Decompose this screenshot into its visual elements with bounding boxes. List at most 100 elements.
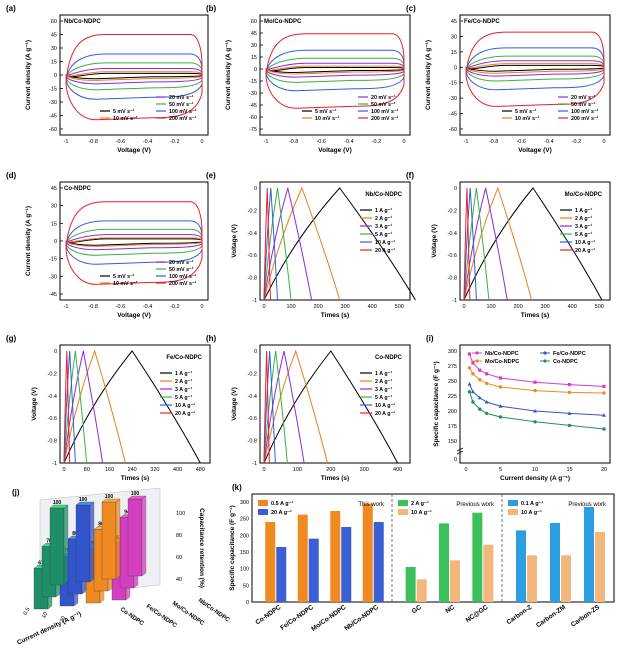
data-point: [485, 372, 489, 376]
legend-entry: 10 A g⁻¹: [575, 240, 595, 246]
y-tick-label: -1: [52, 461, 57, 467]
y-tick-label: 0: [54, 349, 57, 355]
y-tick-label: -60: [49, 127, 57, 133]
panel-letter: (b): [206, 4, 217, 13]
gcd-curve: [463, 187, 477, 301]
series-line: [469, 367, 605, 394]
plot-frame-k: [251, 493, 615, 603]
gcd-curve: [263, 187, 292, 301]
group-note: Previous work: [568, 502, 607, 508]
y-axis-label: Current density (A g⁻¹): [25, 206, 32, 276]
legend-entry: 1 A g⁻¹: [375, 371, 392, 377]
y-tick-label: 60: [251, 19, 257, 25]
data-label: 100: [131, 491, 140, 497]
x-tick-label: 0: [464, 467, 467, 473]
y-tick-label: 300: [240, 500, 249, 506]
y-tick-label: 30: [51, 46, 57, 52]
panel-title: Mo/Co-NDPC: [565, 192, 603, 198]
x-tick-label: 400: [393, 467, 402, 473]
data-label: 80: [72, 531, 78, 537]
legend-entry: 20 A g⁻¹: [175, 411, 195, 417]
data-point: [470, 389, 475, 394]
y-tick-label: -1: [252, 461, 257, 467]
y-tick-label: 0: [54, 239, 57, 245]
x-tick-label: 300: [360, 467, 369, 473]
plot-frame-h: [259, 344, 411, 464]
plot-frame-e: [259, 181, 411, 301]
x-tick-label: 0.5: [23, 607, 32, 617]
y-axis-label: Specific capacitance (F g⁻¹): [433, 361, 440, 446]
x-tick-label: 300: [341, 304, 350, 310]
bar: [49, 507, 65, 586]
legend-entry: 2 A g⁻¹: [575, 216, 592, 222]
panel-title: Co-NDPC: [375, 355, 403, 361]
legend-entry: 20 mV s⁻¹: [169, 95, 194, 101]
cv-loop: [65, 228, 203, 256]
data-point: [567, 383, 572, 387]
legend-marker: [475, 351, 479, 355]
x-tick-label: 400: [173, 467, 182, 473]
x-tick-label: 160: [105, 467, 114, 473]
gcd-curve: [263, 186, 341, 301]
panel-title: Nb/Co-NDPC: [64, 19, 101, 25]
y-tick-label: 0: [54, 73, 57, 79]
data-point: [467, 390, 472, 394]
legend-entry: 1 A g⁻¹: [175, 371, 192, 377]
gcd-curve: [463, 187, 508, 301]
category-label: Nb/Co-NDPC: [343, 604, 380, 633]
data-point: [498, 376, 503, 380]
gcd-curve: [63, 350, 71, 464]
x-axis-label: Voltage (V): [318, 147, 351, 154]
legend-entry: 10 A g⁻¹: [175, 403, 195, 409]
legend-swatch: [508, 500, 518, 506]
legend-entry: 5 mV s⁻¹: [515, 109, 537, 115]
legend-entry: 0.1 A g⁻¹: [521, 500, 544, 507]
y-tick-label: -0.2: [248, 371, 257, 377]
group-note: This work: [358, 502, 385, 508]
y-tick-label: -0.8: [48, 439, 57, 445]
y-axis-label: Voltage (V): [431, 224, 438, 257]
x-axis-label: Times (s): [521, 312, 549, 319]
bar: [416, 579, 427, 602]
y-tick-label: 0: [254, 186, 257, 192]
y-tick-label: -75: [249, 127, 257, 133]
y-tick-label: 0: [454, 186, 457, 192]
data-point: [567, 390, 572, 395]
y-tick-label: -45: [49, 292, 57, 298]
y-tick-label: -0.4: [248, 394, 257, 400]
x-tick-label: 20: [59, 615, 67, 623]
plot-frame-f: [459, 181, 611, 301]
x-axis-label: Current density (A g⁻¹): [500, 475, 570, 482]
legend-entry: 10 mV s⁻¹: [113, 281, 138, 287]
legend-swatch: [508, 509, 518, 515]
category-label: Co-NDPC: [119, 607, 145, 628]
x-tick-label: -0.4: [544, 139, 553, 145]
plot-frame-i: [459, 344, 611, 464]
gcd-curve: [263, 350, 305, 464]
x-tick-label: -0.4: [143, 139, 152, 145]
category-label: Carbon-ZM: [535, 604, 567, 629]
x-tick-label: 320: [150, 467, 159, 473]
category-label: Carbon-ZS: [570, 604, 602, 629]
category-label: Carbon-Z: [505, 604, 533, 626]
y-tick-label: -0.6: [248, 416, 257, 422]
panel-title: Fe/Co-NDPC: [464, 19, 500, 25]
bar: [341, 527, 352, 602]
category-label: Co-NDPC: [254, 604, 282, 627]
y-tick-label: -60: [449, 127, 457, 133]
x-axis-label: Times (s): [321, 475, 349, 482]
y-tick-label: 0: [254, 67, 257, 73]
gcd-curve: [263, 187, 313, 301]
y-tick-label: -0.4: [248, 231, 257, 237]
legend-marker: [475, 359, 479, 363]
data-point: [478, 407, 482, 411]
panel-letter: (c): [406, 4, 416, 13]
x-tick-label: 240: [128, 467, 137, 473]
legend-entry: 200 mV s⁻¹: [169, 281, 197, 287]
x-axis-label: Voltage (V): [117, 147, 150, 154]
y-tick-label: -1: [252, 298, 257, 304]
x-tick-label: -0.2: [170, 304, 179, 310]
panel-letter: (g): [6, 334, 17, 343]
y-tick-label: 175: [448, 424, 457, 430]
